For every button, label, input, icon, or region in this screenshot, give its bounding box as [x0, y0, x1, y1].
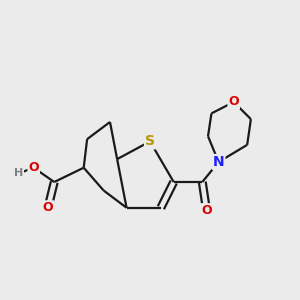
Text: O: O	[43, 201, 53, 214]
Text: O: O	[28, 161, 39, 174]
Text: H: H	[14, 168, 23, 178]
Text: O: O	[201, 204, 212, 217]
Text: S: S	[145, 134, 155, 148]
Text: N: N	[213, 155, 224, 169]
Text: O: O	[228, 95, 239, 109]
